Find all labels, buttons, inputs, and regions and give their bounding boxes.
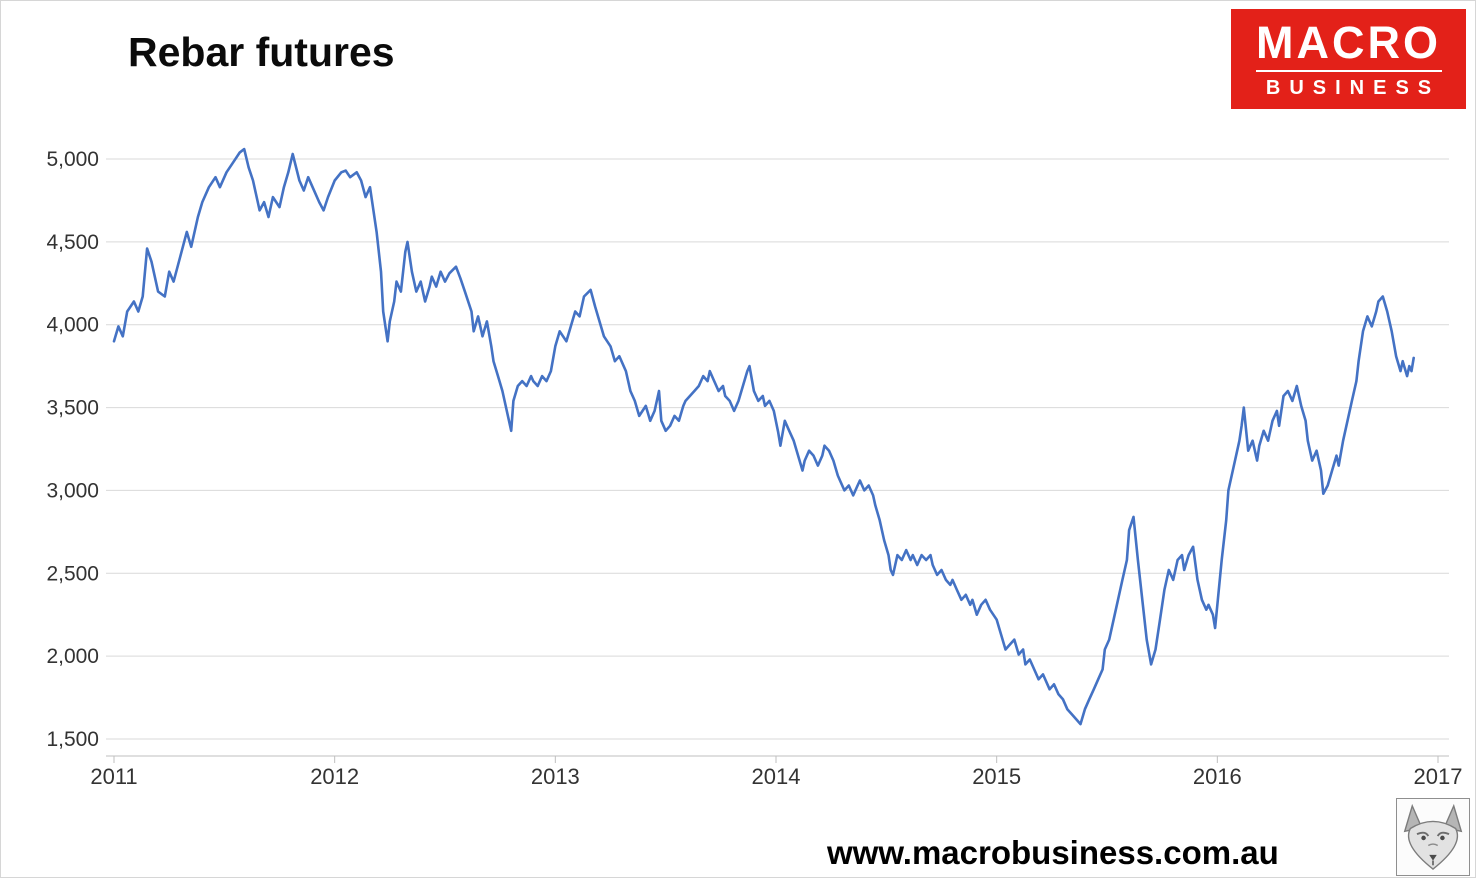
x-axis-tick-label: 2011: [90, 764, 137, 789]
logo-macro-text: MACRO: [1256, 17, 1441, 68]
website-text: www.macrobusiness.com.au: [827, 834, 1279, 871]
x-axis-tick-label: 2015: [972, 764, 1021, 789]
macrobusiness-logo: MACRO BUSINESS: [1231, 9, 1466, 109]
logo-divider: [1255, 70, 1442, 72]
y-axis-tick-label: 3,500: [46, 397, 99, 420]
price-line-series: [112, 147, 1415, 726]
page-title: Rebar futures: [128, 29, 395, 75]
x-axis-tick-label: 2014: [752, 764, 801, 789]
wolf-icon: [1403, 803, 1463, 870]
y-axis-tick-label: 4,000: [46, 314, 99, 337]
y-axis-tick-label: 3,000: [46, 479, 99, 502]
y-axis-tick-label: 5,000: [46, 148, 99, 171]
x-axis-tick-label: 2013: [531, 764, 580, 789]
x-axis-tick-label: 2017: [1414, 764, 1463, 789]
wolf-logo: [1396, 798, 1470, 876]
y-axis-tick-label: 4,500: [46, 231, 99, 254]
x-axis-tick-label: 2016: [1193, 764, 1242, 789]
x-axis-tick-label: 2012: [310, 764, 359, 789]
y-axis-tick-label: 2,500: [46, 562, 99, 585]
y-axis-tick-label: 1,500: [46, 728, 99, 751]
logo-business-text: BUSINESS: [1265, 77, 1441, 99]
y-axis-tick-label: 2,000: [46, 645, 99, 668]
